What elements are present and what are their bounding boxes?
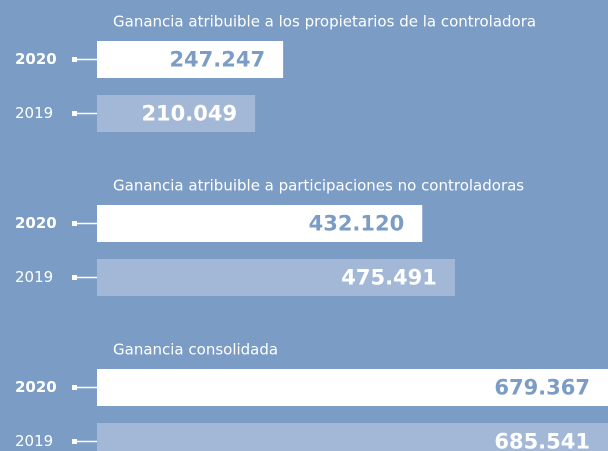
tick-square <box>72 111 77 116</box>
tick-square <box>72 57 77 62</box>
year-label: 2020 <box>15 378 57 396</box>
value-label: 210.049 <box>141 102 237 126</box>
value-label: 475.491 <box>341 266 437 290</box>
year-label: 2020 <box>15 50 57 68</box>
bar <box>97 259 455 296</box>
group-title: Ganancia consolidada <box>113 341 278 359</box>
bar <box>97 205 423 242</box>
bar <box>97 41 284 78</box>
value-label: 685.541 <box>494 430 590 451</box>
tick-square <box>72 385 77 390</box>
year-label: 2019 <box>15 432 53 450</box>
value-label: 247.247 <box>169 48 265 72</box>
group-title: Ganancia atribuible a participaciones no… <box>113 177 524 195</box>
year-label: 2020 <box>15 214 57 232</box>
group-title: Ganancia atribuible a los propietarios d… <box>113 13 536 31</box>
bar <box>97 369 608 406</box>
tick-square <box>72 221 77 226</box>
year-label: 2019 <box>15 104 53 122</box>
year-label: 2019 <box>15 268 53 286</box>
tick-square <box>72 275 77 280</box>
bar <box>97 423 608 451</box>
tick-square <box>72 439 77 444</box>
value-label: 432.120 <box>309 212 405 236</box>
bar <box>97 95 256 132</box>
value-label: 679.367 <box>494 376 590 400</box>
